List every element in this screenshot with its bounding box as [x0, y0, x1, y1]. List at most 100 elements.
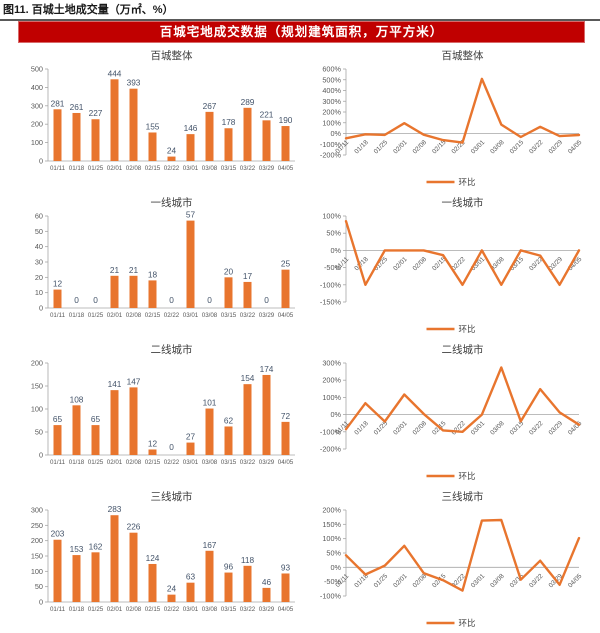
x-tick-label: 03/29 [259, 165, 275, 172]
x-tick-label: 03/29 [548, 139, 565, 156]
x-tick-label: 03/22 [528, 573, 545, 590]
x-tick-label: 01/25 [373, 139, 390, 156]
bar [91, 119, 100, 161]
bar-value-label: 261 [70, 102, 84, 112]
chart-svg-tier1-wow: 一线城市-150%-100%-50%0%50%100%01/11 01/18 01/… [320, 196, 584, 334]
bar [167, 594, 176, 602]
y-tick-label: 10 [35, 288, 43, 297]
banner: 百城宅地成交数据（规划建筑面积，万平方米） [18, 21, 585, 43]
x-tick-label: 02/08 [412, 420, 429, 437]
y-tick-label: 150 [31, 382, 43, 391]
bar-value-label: 93 [281, 562, 291, 572]
x-tick-label: 02/22 [164, 606, 180, 613]
x-tick-label: 01/25 [373, 420, 390, 437]
y-tick-label: 600% [322, 65, 341, 74]
chart-title: 百城整体 [442, 49, 484, 62]
x-tick-label: 02/01 [392, 139, 409, 156]
y-tick-label: 0 [39, 157, 43, 166]
bar [224, 426, 233, 455]
bar [186, 442, 195, 455]
bar-value-label: 0 [207, 295, 212, 305]
bar-value-label: 167 [203, 540, 217, 550]
bar [91, 425, 100, 455]
x-tick-label: 04/05 [278, 312, 294, 319]
y-tick-label: 300% [322, 359, 341, 368]
charts-grid: 百城整体 0 100 200 300 400 500 281 01/11 261 01/18 227 0… [2, 45, 600, 633]
bar [129, 88, 138, 161]
y-tick-label: 100% [322, 212, 341, 221]
bar-value-label: 96 [224, 562, 234, 572]
chart-title: 二线城市 [442, 343, 484, 356]
chart-line-tier1-wow: 一线城市 -150% -100% -50% 0% 50% 100% 01/11 01/18 01/… [300, 192, 598, 339]
y-tick-label: 100 [31, 405, 43, 414]
y-tick-label: 40 [35, 242, 43, 251]
y-tick-label: 300% [322, 97, 341, 106]
bar-value-label: 18 [148, 269, 158, 279]
chart-title: 三线城市 [151, 490, 193, 503]
bar-value-label: 63 [186, 572, 196, 582]
y-tick-label: 20 [35, 273, 43, 282]
x-tick-label: 01/25 [88, 606, 104, 613]
bar-value-label: 108 [70, 394, 84, 404]
y-tick-label: 200% [322, 506, 341, 515]
y-tick-label: 0% [330, 129, 341, 138]
bar [129, 387, 138, 455]
figure-title: 图11. 百城土地成交量（万㎡、%） [3, 4, 174, 16]
x-tick-label: 02/08 [126, 165, 142, 172]
bar-value-label: 393 [127, 78, 141, 88]
bar-value-label: 226 [127, 522, 141, 532]
chart-line-tier3-wow: 三线城市 -100% -50% 0% 50% 100% 150% 200% 01/11 01/18… [300, 486, 598, 633]
y-tick-label: 400 [31, 83, 43, 92]
y-tick-label: -100% [320, 140, 342, 149]
chart-svg-tier2-wow: 二线城市-200%-100%0%100%200%300%01/11 01/18 01… [320, 343, 584, 481]
bar [243, 384, 252, 455]
x-tick-label: 03/01 [183, 459, 199, 466]
x-tick-label: 01/11 [50, 459, 66, 466]
bar-value-label: 227 [89, 108, 103, 118]
bar [129, 532, 138, 602]
y-tick-label: -100% [320, 592, 342, 601]
bar [262, 120, 271, 161]
x-tick-label: 03/22 [240, 606, 256, 613]
x-tick-label: 03/15 [509, 573, 526, 590]
legend-label: 环比 [459, 177, 476, 187]
x-tick-label: 03/15 [221, 459, 237, 466]
y-tick-label: 250 [31, 521, 43, 530]
bar-value-label: 20 [224, 266, 234, 276]
chart-svg-citywide-wow: 百城整体 -200% -100% 0% 100%200% 300% 400% 500%600%… [320, 49, 584, 187]
bar [72, 405, 81, 455]
x-tick-label: 03/22 [240, 312, 256, 319]
bar-value-label: 65 [53, 414, 63, 424]
x-tick-label: 03/08 [489, 139, 506, 156]
y-tick-label: -50% [324, 577, 342, 586]
banner-text: 百城宅地成交数据（规划建筑面积，万平方米） [159, 25, 444, 39]
y-tick-label: 50 [35, 582, 43, 591]
bar [243, 281, 252, 308]
x-tick-label: 02/08 [126, 312, 142, 319]
y-tick-label: 50% [326, 229, 341, 238]
x-tick-label: 03/01 [470, 139, 487, 156]
x-tick-label: 02/22 [450, 420, 467, 437]
y-tick-label: -150% [320, 298, 342, 307]
x-tick-label: 01/18 [69, 312, 85, 319]
x-tick-label: 03/22 [240, 459, 256, 466]
x-tick-label: 02/08 [126, 606, 142, 613]
bar-value-label: 147 [127, 376, 141, 386]
y-tick-label: 200 [31, 120, 43, 129]
y-tick-label: 200 [31, 359, 43, 368]
x-tick-label: 03/29 [259, 312, 275, 319]
bar [53, 425, 62, 455]
y-tick-label: -200% [320, 445, 342, 454]
x-tick-label: 01/11 [334, 573, 350, 589]
y-tick-label: 30 [35, 258, 43, 267]
bar [281, 573, 290, 602]
x-tick-label: 01/18 [69, 165, 85, 172]
chart-svg-tier2-bars: 二线城市 0 50 100 150 200 65 01/11 108 01/18 65 01/25 14… [31, 343, 295, 466]
x-tick-label: 01/18 [353, 139, 370, 156]
bar-value-label: 21 [129, 265, 139, 275]
chart-title: 百城整体 [151, 49, 193, 62]
y-tick-label: 100% [322, 118, 341, 127]
bar [243, 565, 252, 602]
x-tick-label: 02/15 [145, 459, 161, 466]
